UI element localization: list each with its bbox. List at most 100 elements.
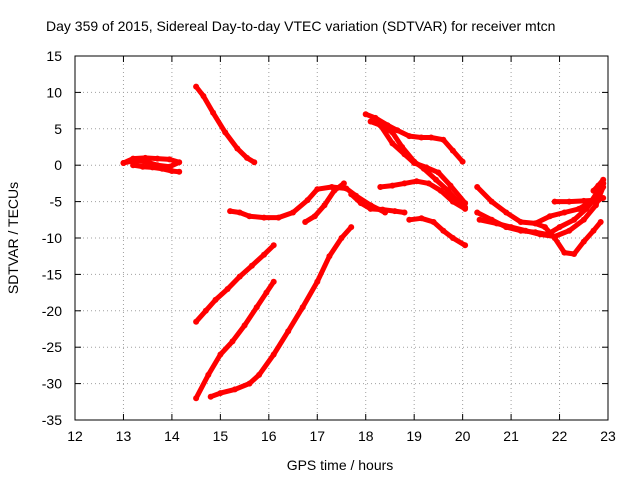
x-axis-label: GPS time / hours bbox=[287, 457, 394, 473]
data-point bbox=[231, 386, 238, 393]
x-tick-label: 13 bbox=[116, 428, 132, 444]
data-point bbox=[595, 197, 602, 204]
data-point bbox=[285, 328, 292, 335]
data-point bbox=[154, 155, 161, 162]
data-point bbox=[251, 159, 258, 166]
data-point bbox=[348, 191, 355, 198]
data-point bbox=[326, 253, 333, 260]
series-line-10 bbox=[363, 111, 466, 165]
data-point bbox=[508, 224, 515, 231]
data-point bbox=[217, 351, 224, 358]
data-point bbox=[474, 209, 481, 216]
data-point bbox=[246, 213, 253, 220]
y-tick-label: 15 bbox=[46, 48, 62, 64]
data-point bbox=[571, 216, 578, 223]
data-point bbox=[314, 278, 321, 285]
data-point bbox=[423, 164, 430, 171]
data-point bbox=[222, 129, 229, 136]
data-point bbox=[394, 127, 401, 134]
data-point bbox=[430, 219, 437, 225]
y-tick-label: -20 bbox=[42, 303, 62, 319]
data-point bbox=[130, 157, 137, 164]
data-point bbox=[447, 182, 454, 189]
data-point bbox=[425, 180, 432, 187]
data-point bbox=[261, 251, 267, 258]
data-point bbox=[449, 198, 456, 205]
data-point bbox=[418, 215, 425, 222]
data-point bbox=[302, 219, 309, 225]
data-point bbox=[270, 278, 277, 285]
data-point bbox=[462, 200, 469, 207]
data-point bbox=[413, 178, 420, 185]
data-point bbox=[340, 180, 347, 187]
x-tick-label: 19 bbox=[406, 428, 422, 444]
data-point bbox=[246, 380, 253, 387]
data-point bbox=[142, 158, 149, 165]
data-point bbox=[600, 176, 607, 183]
data-point bbox=[580, 238, 587, 245]
data-point bbox=[561, 249, 568, 256]
data-point bbox=[212, 296, 219, 303]
y-tick-label: 5 bbox=[54, 121, 62, 137]
data-point bbox=[411, 160, 418, 166]
x-tick-label: 23 bbox=[600, 428, 616, 444]
data-point bbox=[338, 235, 345, 241]
data-point bbox=[263, 289, 270, 296]
data-point bbox=[517, 219, 524, 225]
data-point bbox=[590, 227, 597, 234]
data-point bbox=[406, 133, 413, 140]
x-tick-label: 20 bbox=[455, 428, 471, 444]
data-point bbox=[210, 109, 217, 116]
data-point bbox=[275, 214, 282, 221]
data-point bbox=[299, 304, 306, 311]
data-point bbox=[139, 163, 146, 170]
chart-title: Day 359 of 2015, Sidereal Day-to-day VTE… bbox=[46, 18, 555, 34]
data-point bbox=[595, 182, 602, 189]
data-point bbox=[522, 227, 529, 234]
series-group bbox=[120, 83, 607, 402]
data-point bbox=[566, 198, 573, 205]
data-point bbox=[440, 227, 447, 234]
data-point bbox=[435, 169, 442, 176]
x-tick-label: 21 bbox=[503, 428, 519, 444]
data-point bbox=[379, 206, 386, 213]
data-point bbox=[566, 227, 573, 234]
x-tick-label: 16 bbox=[261, 428, 277, 444]
data-point bbox=[532, 220, 539, 227]
data-point bbox=[176, 159, 183, 166]
data-point bbox=[600, 195, 607, 201]
data-point bbox=[176, 168, 183, 175]
y-tick-label: -10 bbox=[42, 230, 62, 246]
data-point bbox=[304, 197, 311, 204]
y-tick-label: 0 bbox=[54, 157, 62, 173]
data-point bbox=[149, 164, 156, 171]
data-point bbox=[348, 224, 355, 231]
y-tick-label: -5 bbox=[50, 194, 63, 210]
data-point bbox=[551, 198, 558, 205]
data-point bbox=[377, 184, 384, 190]
data-point bbox=[474, 184, 481, 190]
y-tick-label: -15 bbox=[42, 266, 62, 282]
data-point bbox=[546, 213, 553, 220]
data-point bbox=[389, 182, 396, 189]
data-point bbox=[440, 136, 447, 143]
data-point bbox=[205, 371, 212, 378]
data-point bbox=[236, 209, 243, 216]
data-point bbox=[270, 242, 277, 249]
data-point bbox=[224, 286, 231, 292]
data-point bbox=[428, 134, 435, 141]
data-point bbox=[542, 224, 548, 231]
data-point bbox=[503, 209, 510, 216]
data-point bbox=[202, 307, 209, 314]
data-point bbox=[556, 224, 563, 231]
axis-ticks: 12 13 14 15 16 17 18 19 20 21 22 23 -35 -30 -25 -20 -15 -… bbox=[42, 48, 616, 444]
x-tick-label: 15 bbox=[213, 428, 229, 444]
data-point bbox=[462, 242, 469, 249]
y-tick-label: -30 bbox=[42, 376, 62, 392]
data-point bbox=[418, 134, 425, 141]
data-point bbox=[459, 158, 466, 165]
data-point bbox=[357, 200, 364, 207]
data-point bbox=[476, 216, 483, 223]
data-point bbox=[290, 209, 296, 216]
series-line-17 bbox=[477, 184, 606, 239]
